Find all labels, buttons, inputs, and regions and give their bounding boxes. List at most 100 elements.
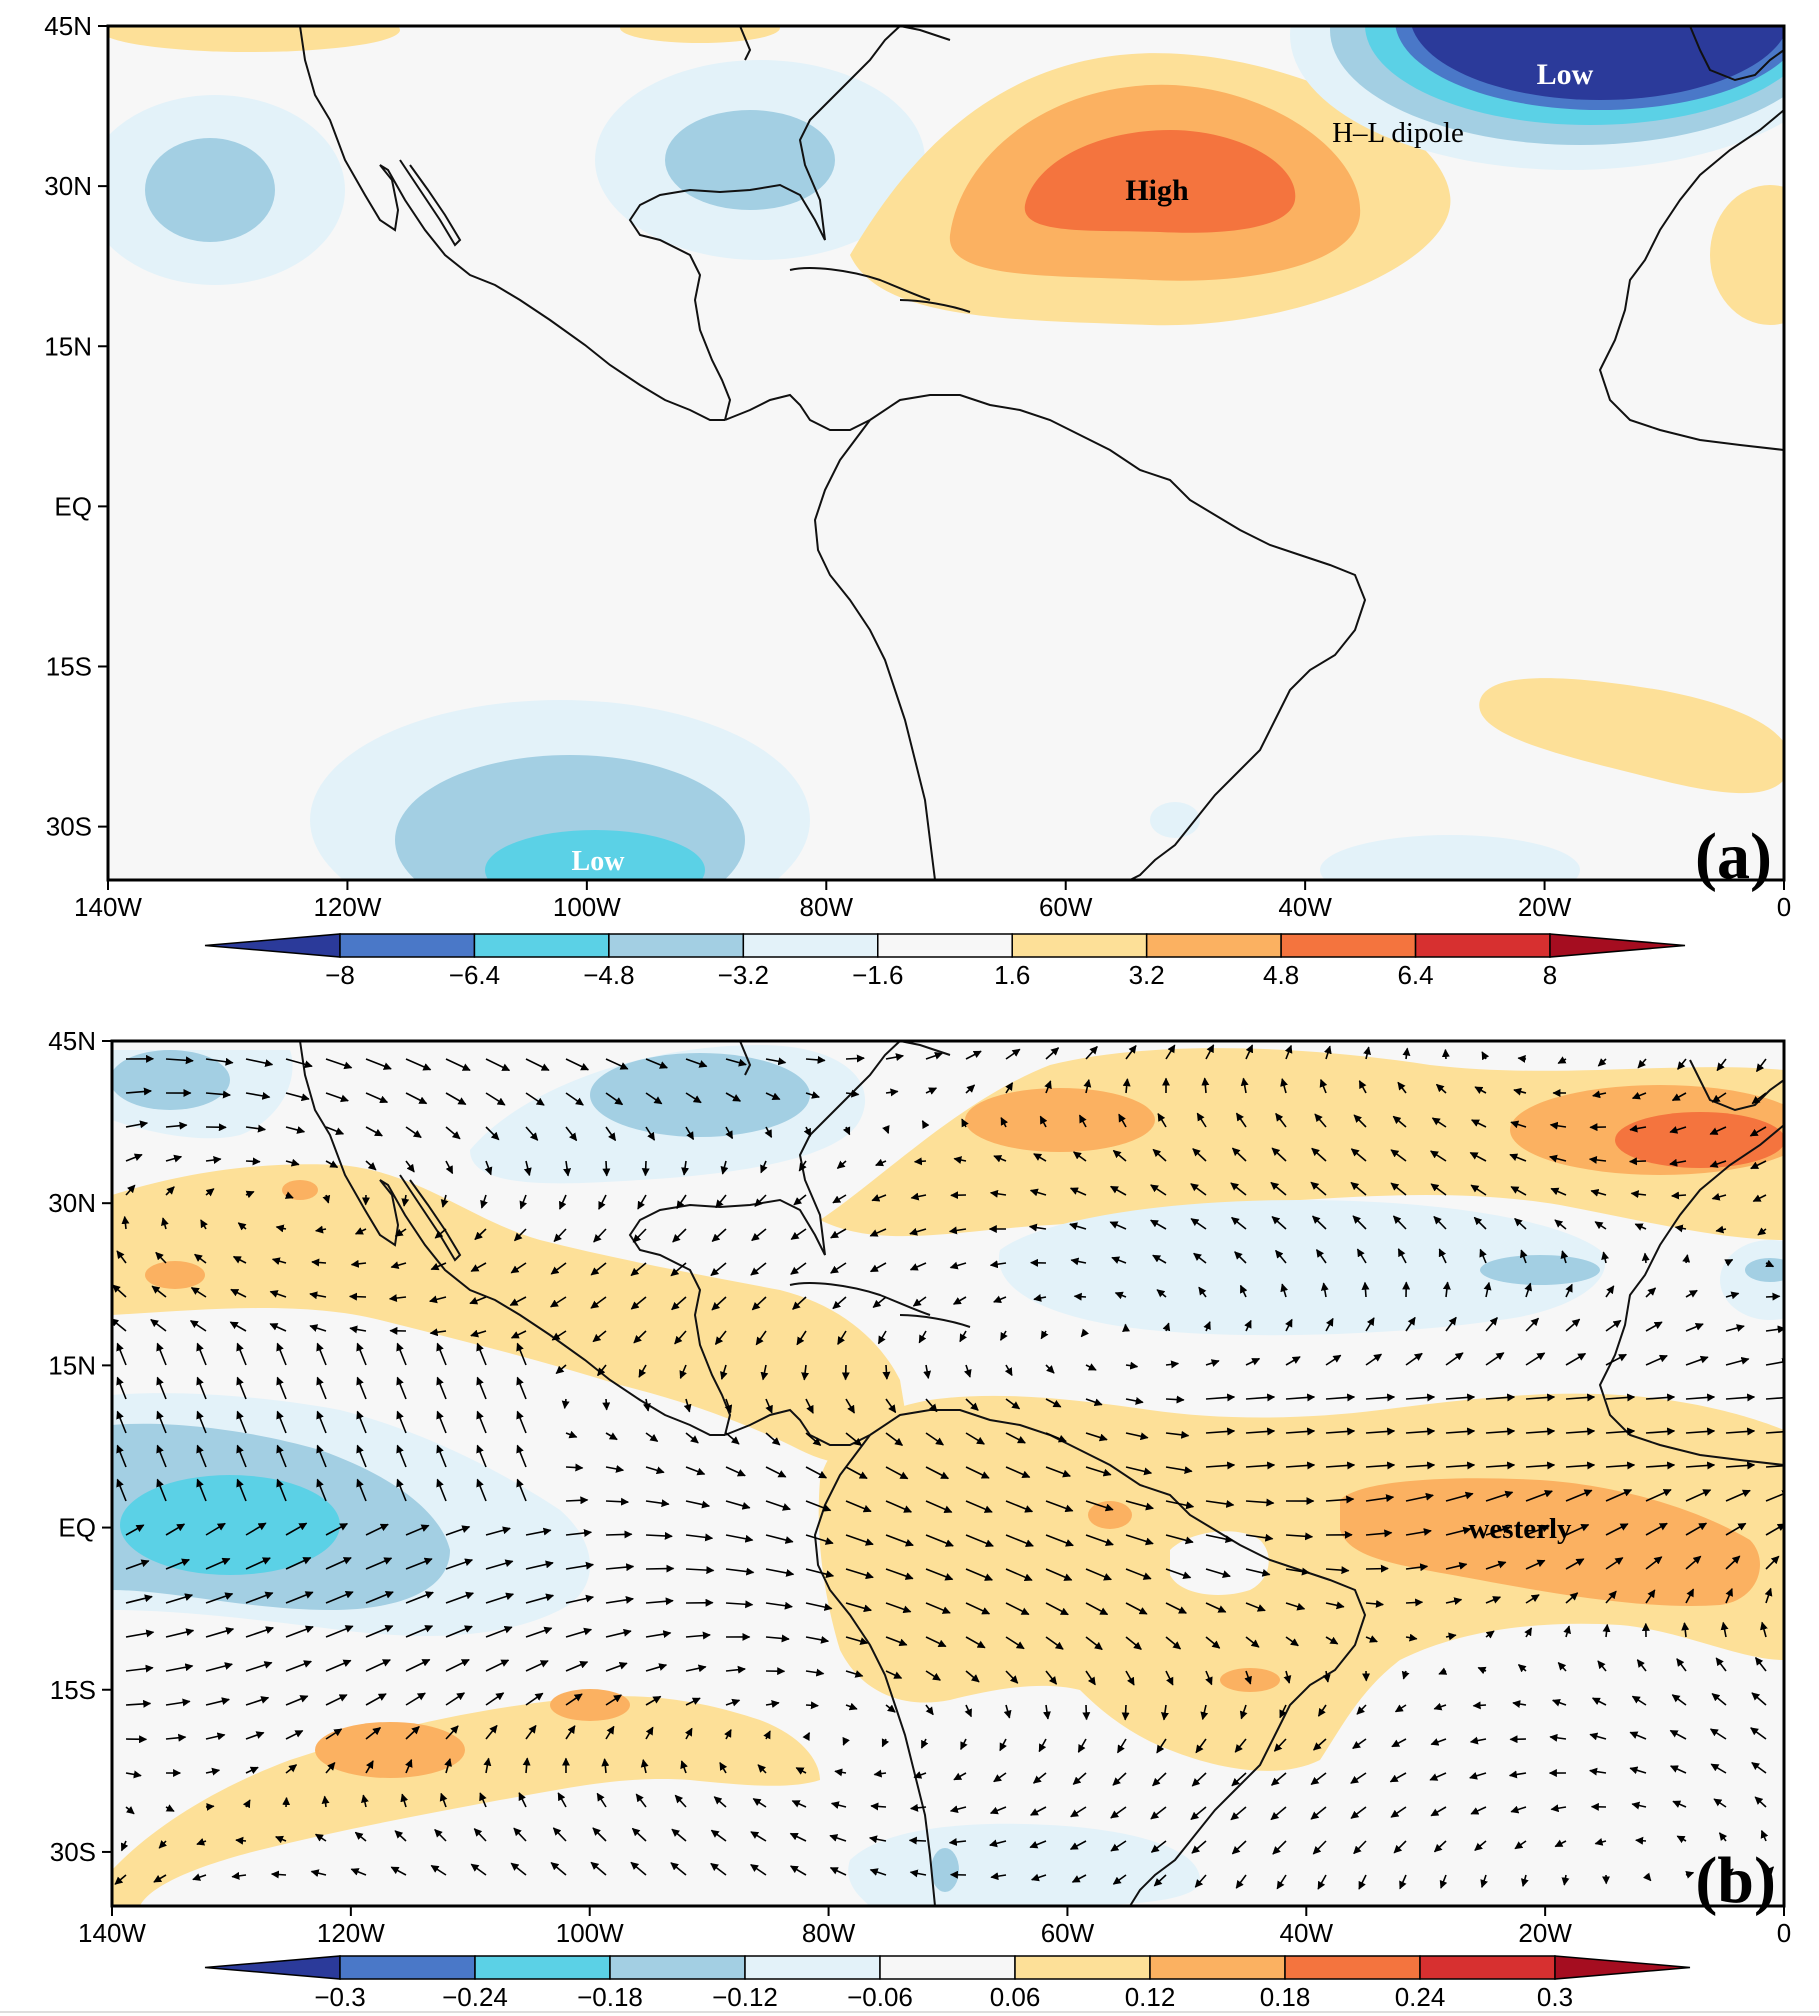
wind-vector-arrow (1710, 1763, 1727, 1774)
wind-vector-arrow (1239, 1704, 1248, 1720)
wind-vector-arrow (310, 1869, 327, 1878)
wind-vector-arrow (1005, 1048, 1021, 1060)
wind-vector-arrow (1645, 1522, 1668, 1536)
wind-vector-arrow (396, 1444, 407, 1468)
wind-vector-arrow (1715, 1225, 1727, 1234)
wind-vector-arrow (685, 1697, 701, 1706)
wind-vector-arrow (1285, 1636, 1299, 1647)
wind-vector-arrow (245, 1557, 271, 1570)
wind-vector-arrow (601, 1758, 610, 1774)
panel-a-colorbar-swatch (1280, 933, 1417, 958)
wind-vector-arrow (1356, 1704, 1367, 1715)
wind-vector-arrow (832, 1194, 847, 1204)
wind-vector-arrow (479, 1792, 487, 1808)
wind-vector-arrow (719, 1761, 728, 1774)
wind-vector-arrow (1765, 1259, 1775, 1268)
wind-vector-arrow (845, 1670, 864, 1678)
panel-a-colorbar-swatch (1145, 933, 1282, 958)
panel-b-colorbar-swatch (1149, 1955, 1286, 1980)
wind-vector-arrow (150, 1318, 167, 1332)
wind-vector-arrow (405, 1625, 434, 1638)
wind-vector-arrow (1085, 1466, 1112, 1477)
wind-vector-arrow (1152, 1254, 1167, 1264)
wind-vector-arrow (1028, 1223, 1047, 1232)
wind-vector-arrow (1510, 1120, 1527, 1129)
wind-vector-arrow (1605, 1393, 1636, 1402)
wind-vector-arrow (1110, 1806, 1127, 1819)
wind-vector-arrow (1405, 1393, 1436, 1402)
wind-vector-arrow (925, 1568, 954, 1581)
wind-vector-arrow (1565, 1393, 1596, 1402)
wind-vector-arrow (1325, 1495, 1355, 1504)
wind-vector-arrow (285, 1158, 300, 1167)
wind-vector-arrow (405, 1058, 432, 1071)
wind-vector-arrow (1234, 1738, 1247, 1753)
wind-vector-arrow (1757, 1227, 1767, 1236)
wind-vector-arrow (805, 1432, 822, 1446)
wind-vector-arrow (396, 1478, 407, 1502)
wind-vector-arrow (750, 1262, 767, 1276)
wind-vector-arrow (1311, 1147, 1327, 1162)
wind-vector-arrow (725, 1092, 742, 1102)
b-south-negative-inner (931, 1848, 959, 1892)
a-southeast-negative-2 (1150, 802, 1200, 838)
wind-vector-arrow (525, 1092, 545, 1106)
panel-b-colorbar-tick-label: 0.24 (1395, 1982, 1446, 2012)
wind-vector-arrow (165, 1154, 183, 1163)
wind-vector-arrow (365, 1659, 391, 1672)
wind-vector-arrow (1245, 1357, 1261, 1366)
wind-vector-arrow (605, 1725, 615, 1740)
wind-vector-arrow (565, 1561, 595, 1570)
wind-vector-arrow (1469, 1151, 1487, 1162)
wind-vector-arrow (725, 1058, 747, 1067)
wind-vector-arrow (1365, 1317, 1375, 1332)
wind-vector-arrow (630, 1262, 647, 1277)
wind-vector-arrow (1445, 1427, 1476, 1436)
wind-vector-arrow (285, 1126, 306, 1134)
wind-vector-arrow (909, 1227, 927, 1236)
wind-vector-arrow (1112, 1149, 1127, 1162)
panel-b-coastlines (299, 1041, 1784, 1906)
wind-vector-arrow (805, 1091, 820, 1099)
wind-vector-arrow (765, 1057, 787, 1066)
wind-vector-arrow (1725, 1393, 1756, 1402)
wind-vector-arrow (964, 1704, 972, 1718)
wind-vector-arrow (1271, 1147, 1287, 1162)
wind-vector-arrow (525, 1058, 550, 1071)
wind-vector-arrow (285, 1092, 310, 1102)
wind-vector-arrow (405, 1126, 422, 1139)
b-orange-patch-pacific-2 (550, 1689, 630, 1721)
wind-vector-arrow (365, 1160, 377, 1171)
panel-b-lat-tick-label: 15N (48, 1350, 96, 1380)
wind-vector-arrow (1165, 1395, 1185, 1404)
wind-vector-arrow (349, 1325, 367, 1334)
wind-vector-arrow (1724, 1258, 1734, 1267)
wind-vector-arrow (1561, 1874, 1570, 1886)
wind-vector-arrow (685, 1466, 706, 1476)
wind-vector-arrow (394, 1228, 407, 1237)
wind-vector-arrow (190, 1286, 207, 1298)
wind-vector-arrow (605, 1092, 624, 1106)
wind-vector-arrow (1114, 1291, 1127, 1300)
wind-vector-arrow (1480, 1874, 1488, 1888)
wind-vector-arrow (1394, 1704, 1407, 1713)
wind-vector-arrow (1165, 1044, 1176, 1060)
wind-vector-arrow (365, 1624, 394, 1638)
wind-vector-arrow (1073, 1151, 1087, 1162)
panel-a-colorbar-tick-label: 8 (1543, 960, 1557, 990)
wind-vector-arrow (724, 1398, 733, 1414)
wind-vector-arrow (1725, 1356, 1750, 1366)
wind-vector-arrow (476, 1376, 487, 1400)
wind-vector-arrow (635, 1793, 647, 1808)
wind-vector-arrow (394, 1830, 407, 1842)
panel-a-colorbar-tick-label: −3.2 (718, 960, 769, 990)
wind-vector-arrow (1085, 1432, 1108, 1442)
wind-vector-arrow (1358, 1080, 1367, 1094)
wind-vector-arrow (1669, 1158, 1687, 1167)
wind-vector-arrow (845, 1089, 860, 1098)
wind-vector-arrow (1045, 1568, 1073, 1581)
wind-vector-arrow (436, 1410, 447, 1434)
wind-vector-arrow (605, 1432, 618, 1441)
wind-vector-arrow (1203, 1321, 1211, 1332)
wind-vector-arrow (1245, 1044, 1254, 1060)
